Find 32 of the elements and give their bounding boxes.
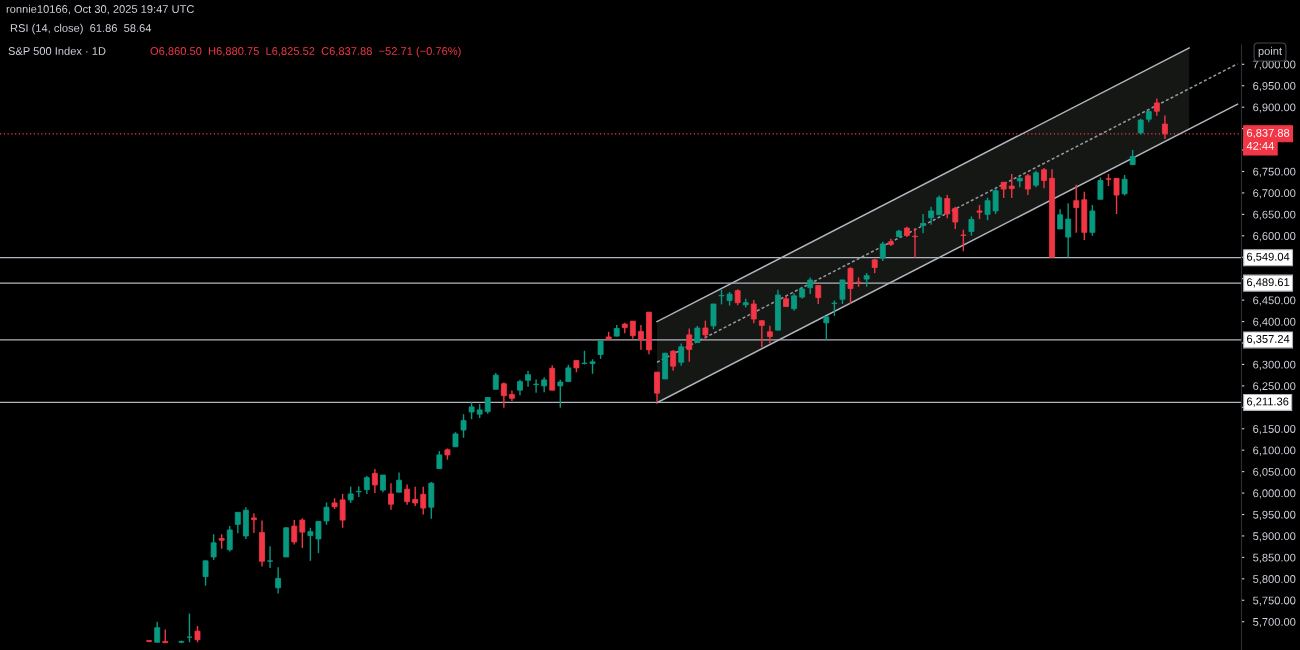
y-tick-label: 5,750.00 — [1253, 596, 1296, 606]
y-tick-label: 6,900.00 — [1253, 103, 1296, 113]
y-tick-label: 6,400.00 — [1253, 317, 1296, 328]
chart-title: S&P 500 Index · 1D — [8, 46, 106, 55]
y-tick-label: 6,300.00 — [1253, 360, 1296, 370]
y-tick-label: 6,250.00 — [1253, 382, 1296, 392]
text: ronnie10166, Oct 30, 2025 19:47 UTC — [6, 4, 194, 15]
ref-line-label: 6,549.04 — [1247, 252, 1290, 262]
ref-line-label: 6,837.88 — [1247, 128, 1290, 139]
y-tick-label: 5,900.00 — [1253, 532, 1296, 542]
y-tick-label: 5,800.00 — [1253, 575, 1296, 585]
ref-line-label: 6,357.24 — [1247, 335, 1290, 345]
y-tick-label: 6,750.00 — [1253, 167, 1296, 177]
y-tick-label: 6,700.00 — [1253, 189, 1296, 199]
y-tick-label: 5,700.00 — [1253, 617, 1296, 628]
y-tick-label: 6,100.00 — [1253, 446, 1296, 456]
y-tick-label: 5,850.00 — [1253, 553, 1296, 563]
y-tick-label: 6,000.00 — [1253, 489, 1296, 499]
text: point — [1258, 46, 1282, 58]
y-tick-label: 6,950.00 — [1253, 82, 1296, 92]
text: 42:44 — [1246, 141, 1274, 150]
y-tick-label: 5,950.00 — [1253, 510, 1296, 520]
y-tick-label: 6,650.00 — [1253, 210, 1296, 220]
y-tick-label: 7,000.00 — [1253, 60, 1296, 70]
y-tick-label: 6,150.00 — [1253, 425, 1296, 435]
y-tick-label: 6,600.00 — [1253, 232, 1296, 242]
y-tick-label: 6,050.00 — [1253, 467, 1296, 478]
ref-line-label: 6,489.61 — [1247, 278, 1290, 288]
chart-subtitle: O6,860.50 H6,880.75 L6,825.52 C6,837.88 −52.71 (−0.76%) — [150, 46, 461, 58]
text: RSI (14, close) 61.86 58.64 — [10, 23, 152, 35]
y-tick-label: 6,450.00 — [1253, 296, 1296, 306]
ref-line-label: 6,211.36 — [1247, 397, 1289, 407]
